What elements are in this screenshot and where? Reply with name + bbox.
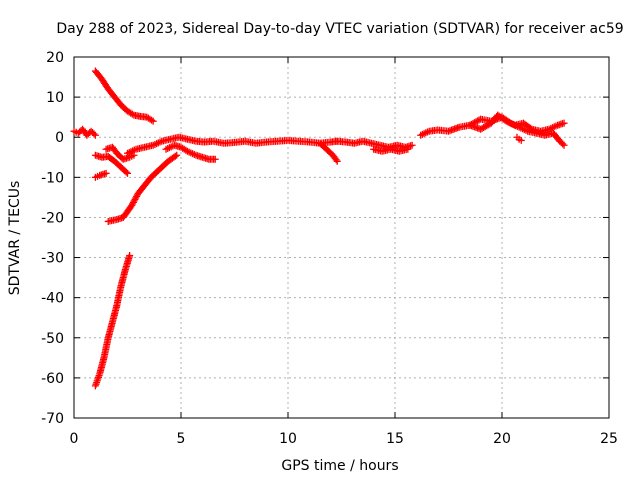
x-tick-label: 10 [279, 431, 297, 447]
data-point [91, 131, 99, 139]
data-point [102, 169, 110, 177]
data-point [333, 157, 341, 165]
y-tick-label: -70 [41, 411, 64, 427]
grid-layer [74, 57, 609, 418]
data-series [102, 143, 138, 163]
data-point [131, 195, 139, 203]
data-series [162, 141, 219, 163]
data-layer [70, 67, 568, 390]
data-series [91, 151, 131, 177]
y-tick-label: 0 [55, 130, 64, 146]
data-point [559, 140, 567, 148]
data-point [129, 200, 137, 208]
y-tick-label: -30 [41, 251, 64, 267]
x-tick-label: 0 [70, 431, 79, 447]
data-point [128, 201, 136, 209]
data-series [124, 133, 341, 157]
data-series [91, 169, 110, 181]
data-point [173, 151, 181, 159]
tick-layer: 0 5 10 15 20 25 -70 -60 -50 -40 -30 -20 -10 0 10 20 [41, 50, 618, 447]
data-point [560, 119, 568, 127]
y-tick-label: -50 [41, 331, 64, 347]
data-point [148, 116, 156, 124]
data-series [370, 145, 412, 155]
data-series [466, 113, 568, 149]
chart-title: Day 288 of 2023, Sidereal Day-to-day VTE… [56, 21, 623, 37]
data-point [122, 168, 130, 176]
x-tick-label: 25 [600, 431, 618, 447]
data-point [408, 141, 416, 149]
data-point [90, 130, 98, 138]
data-point [132, 194, 140, 202]
data-point [560, 141, 568, 149]
y-tick-label: 10 [46, 90, 64, 106]
y-tick-label: -20 [41, 210, 64, 226]
data-point [332, 156, 340, 164]
data-point [171, 152, 179, 160]
data-series [91, 67, 157, 125]
data-point [130, 197, 138, 205]
x-tick-label: 5 [177, 431, 186, 447]
data-point [133, 192, 141, 200]
data-point [517, 136, 525, 144]
data-point [129, 198, 137, 206]
data-point [211, 155, 219, 163]
data-series [513, 133, 525, 144]
data-point [126, 252, 134, 260]
x-axis-label: GPS time / hours [281, 458, 398, 474]
data-point [124, 169, 131, 177]
data-series [70, 125, 99, 139]
x-tick-label: 15 [386, 431, 404, 447]
data-point [128, 110, 136, 118]
y-tick-label: -40 [41, 291, 64, 307]
data-point [149, 117, 157, 125]
y-axis-label: SDTVAR / TECUs [7, 181, 23, 296]
data-point [404, 145, 412, 153]
data-series [316, 139, 341, 165]
x-tick-label: 20 [493, 431, 511, 447]
data-series [104, 151, 181, 225]
y-tick-label: -10 [41, 170, 64, 186]
data-series [91, 252, 134, 390]
plot-frame [73, 56, 610, 419]
y-tick-label: 20 [46, 50, 64, 66]
y-tick-label: -60 [41, 371, 64, 387]
